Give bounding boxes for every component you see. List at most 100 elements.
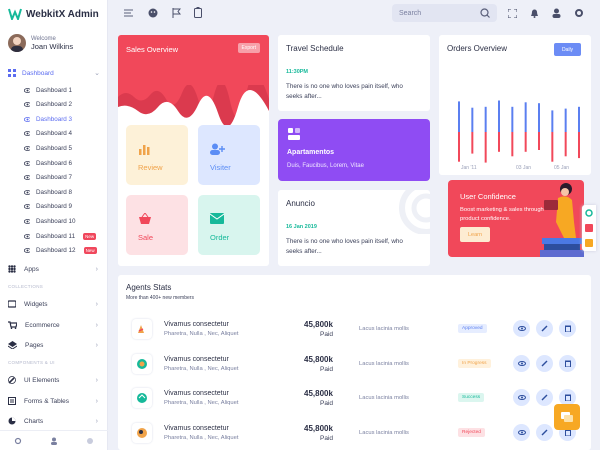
settings-icon[interactable] bbox=[574, 8, 584, 18]
search-input[interactable]: Search bbox=[399, 9, 422, 17]
eye-icon bbox=[24, 218, 30, 224]
sidebar-item-dashboard[interactable]: Dashboard ⌄ bbox=[8, 66, 102, 80]
sidebar-item-label: Pages bbox=[25, 341, 44, 349]
edit-button[interactable] bbox=[536, 423, 553, 441]
sidebar-subitem[interactable]: Dashboard 2 bbox=[24, 99, 98, 111]
mail-icon bbox=[210, 213, 224, 224]
edit-button[interactable] bbox=[536, 354, 553, 372]
paid-label: Paid bbox=[320, 331, 334, 338]
reading-person-illustration bbox=[540, 183, 584, 257]
table-row[interactable]: Vivamus consectetur Pharetra, Nulla , Nec… bbox=[118, 350, 591, 384]
eye-icon bbox=[24, 160, 30, 166]
new-badge: New bbox=[83, 247, 97, 255]
sidebar-subitem[interactable]: Dashboard 6 bbox=[24, 157, 98, 169]
sidebar-item-label: Ecommerce bbox=[25, 321, 60, 329]
smiley-icon[interactable] bbox=[148, 8, 158, 18]
sidebar-subitem-label: Dashboard 12 bbox=[36, 247, 76, 255]
delete-button[interactable] bbox=[559, 354, 576, 372]
menu-icon[interactable] bbox=[124, 9, 133, 17]
chevron-right-icon: › bbox=[95, 321, 98, 329]
brand[interactable]: WebkitX Admin bbox=[8, 8, 99, 20]
clipboard-icon[interactable] bbox=[194, 7, 202, 18]
sidebar-item-charts[interactable]: Charts › bbox=[8, 414, 100, 428]
sidebar-item-ecommerce[interactable]: Ecommerce › bbox=[8, 318, 100, 332]
view-button[interactable] bbox=[513, 320, 530, 337]
tile-sale[interactable]: Sale bbox=[126, 195, 188, 255]
gallery-icon[interactable] bbox=[585, 239, 593, 247]
sidebar-subitem[interactable]: Dashboard 10 bbox=[24, 215, 98, 227]
orders-overview-card: Orders Overview Daily Jan '11 03 Jan 05 Ja… bbox=[439, 35, 591, 175]
view-button[interactable] bbox=[513, 354, 530, 372]
delete-button[interactable] bbox=[559, 389, 576, 406]
sidebar-item-pages[interactable]: Pages › bbox=[8, 338, 100, 352]
sidebar-item-apps[interactable]: Apps › bbox=[8, 262, 100, 276]
widgets-icon bbox=[8, 300, 16, 308]
sidebar-subitem[interactable]: Dashboard 1 bbox=[24, 84, 98, 96]
sidebar-item-label: Dashboard bbox=[22, 69, 54, 77]
apartamentos-card[interactable]: Apartamentos Duis, Faucibus, Lorem, Vita… bbox=[278, 119, 430, 181]
travel-text: There is no one who loves pain itself, w… bbox=[286, 83, 403, 100]
settings-icon[interactable] bbox=[585, 209, 593, 217]
eye-icon bbox=[24, 116, 30, 122]
tile-visiter[interactable]: Visiter bbox=[198, 125, 260, 185]
settings-icon[interactable] bbox=[14, 437, 22, 445]
tile-review[interactable]: Review bbox=[126, 125, 188, 185]
sidebar-subitem[interactable]: Dashboard 3 bbox=[24, 113, 98, 125]
sidebar-subitem-label: Dashboard 10 bbox=[36, 217, 76, 225]
user-icon[interactable] bbox=[552, 8, 561, 18]
tile-label: Review bbox=[138, 163, 163, 172]
agent-price: 45,800k bbox=[304, 320, 333, 329]
travel-schedule-card: Travel Schedule 11:30PM There is no one … bbox=[278, 35, 430, 111]
search-icon[interactable] bbox=[480, 8, 490, 18]
sidebar-subitem[interactable]: Dashboard 8 bbox=[24, 186, 98, 198]
sidebar-subitem[interactable]: Dashboard 5 bbox=[24, 142, 98, 154]
bell-icon[interactable] bbox=[530, 8, 539, 18]
pages-icon bbox=[8, 341, 17, 349]
user-profile[interactable]: Welcome Joan Wilkins bbox=[8, 34, 73, 52]
agent-desc: Pharetra, Nulla , Nec, Aliquet bbox=[164, 365, 239, 372]
image-icon[interactable] bbox=[585, 224, 593, 232]
table-row[interactable]: Vivamus consectetur Pharetra, Nulla , Nec… bbox=[118, 419, 591, 450]
section-label: COLLECTIONS bbox=[8, 284, 44, 289]
table-row[interactable]: Vivamus consectetur Pharetra, Nulla , Nec… bbox=[118, 384, 591, 418]
tile-label: Order bbox=[210, 233, 230, 242]
edit-button[interactable] bbox=[536, 320, 553, 337]
product-icon bbox=[136, 392, 148, 404]
view-button[interactable] bbox=[513, 389, 530, 406]
sidebar-item-widgets[interactable]: Widgets › bbox=[8, 297, 100, 311]
daily-button[interactable]: Daily bbox=[554, 43, 581, 56]
eye-icon bbox=[24, 248, 30, 254]
sidebar-subitem[interactable]: Dashboard 12 New bbox=[24, 245, 98, 257]
fullscreen-icon[interactable] bbox=[508, 9, 517, 18]
chevron-right-icon: › bbox=[95, 265, 98, 273]
learn-button[interactable]: Learn bbox=[460, 227, 490, 242]
card-title: Orders Overview bbox=[447, 44, 508, 53]
table-row[interactable]: Vivamus consectetur Pharetra, Nulla , Nec… bbox=[118, 315, 591, 349]
pencil-icon bbox=[541, 360, 548, 367]
tile-order[interactable]: Order bbox=[198, 195, 260, 255]
search-box[interactable]: Search bbox=[392, 4, 497, 22]
confidence-title: User Confidence bbox=[460, 192, 516, 201]
view-button[interactable] bbox=[513, 423, 530, 441]
power-icon[interactable] bbox=[86, 437, 94, 445]
eye-icon bbox=[24, 175, 30, 181]
sidebar-item-forms-tables[interactable]: Forms & Tables › bbox=[8, 394, 100, 408]
pencil-icon bbox=[541, 429, 548, 436]
sidebar-subitem[interactable]: Dashboard 4 bbox=[24, 128, 98, 140]
export-button[interactable]: Export bbox=[237, 43, 260, 53]
flag-icon[interactable] bbox=[172, 8, 181, 18]
chat-button[interactable] bbox=[554, 404, 580, 430]
eye-icon bbox=[517, 326, 526, 331]
sidebar-item-ui-elements[interactable]: UI Elements › bbox=[8, 373, 100, 387]
sales-overview-card: Sales Overview Export Review Visiter Sal… bbox=[118, 35, 269, 266]
sidebar-subitem[interactable]: Dashboard 9 bbox=[24, 201, 98, 213]
agent-price: 45,800k bbox=[304, 354, 333, 364]
edit-button[interactable] bbox=[536, 389, 553, 406]
paid-label: Paid bbox=[320, 434, 334, 442]
agent-note: Lacus lacinia mollis bbox=[359, 429, 409, 436]
sidebar-subitem[interactable]: Dashboard 11 New bbox=[24, 230, 98, 242]
user-icon[interactable] bbox=[50, 437, 58, 445]
travel-time: 11:30PM bbox=[286, 69, 309, 75]
sidebar-subitem[interactable]: Dashboard 7 bbox=[24, 172, 98, 184]
delete-button[interactable] bbox=[559, 320, 576, 337]
